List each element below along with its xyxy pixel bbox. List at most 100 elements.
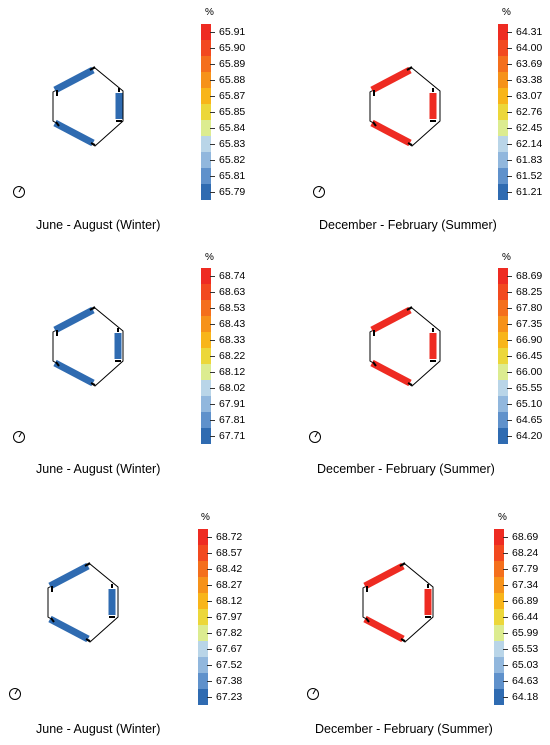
legend-swatch <box>498 348 508 364</box>
hexagon-plan-diagram <box>369 66 441 147</box>
legend-entry: 68.63 <box>201 284 245 300</box>
legend-entry: 64.18 <box>494 689 538 705</box>
legend-label: 62.14 <box>516 138 543 150</box>
legend-entry: 67.91 <box>201 396 245 412</box>
wall-segment-nw <box>370 66 412 94</box>
legend-swatch <box>201 168 211 184</box>
wall-segment-nw <box>48 562 90 590</box>
legend-swatch <box>494 673 504 689</box>
legend-swatch <box>201 380 211 396</box>
legend-entry: 65.88 <box>201 72 245 88</box>
legend-label: 67.97 <box>216 611 243 623</box>
wall-segment-sw <box>370 359 412 387</box>
legend-swatch <box>201 152 211 168</box>
legend-entry: 68.27 <box>198 577 242 593</box>
legend-entry: 65.82 <box>201 152 245 168</box>
legend-swatch <box>201 104 211 120</box>
legend-tick <box>503 632 508 634</box>
legend-label: 68.25 <box>516 286 543 298</box>
legend-swatch <box>498 396 508 412</box>
legend-swatch <box>201 348 211 364</box>
legend-tick <box>507 175 512 177</box>
legend-tick <box>507 339 512 341</box>
legend-label: 68.74 <box>219 270 246 282</box>
legend-label: 67.80 <box>516 302 543 314</box>
legend-tick <box>507 403 512 405</box>
legend-tick <box>210 111 215 113</box>
legend-swatch <box>498 332 508 348</box>
legend-entry: 67.80 <box>498 300 542 316</box>
legend-entry: 66.45 <box>498 348 542 364</box>
legend-entry: 68.33 <box>201 332 245 348</box>
legend-label: 67.82 <box>216 627 243 639</box>
legend-tick <box>210 191 215 193</box>
panel-caption: December - February (Summer) <box>319 218 497 232</box>
legend-tick <box>210 63 215 65</box>
hexagon-plan-diagram <box>47 562 119 643</box>
legend-label: 64.63 <box>512 675 539 687</box>
legend-tick <box>507 95 512 97</box>
legend-label: 66.90 <box>516 334 543 346</box>
legend-swatch <box>201 284 211 300</box>
legend-entry: 68.53 <box>201 300 245 316</box>
legend-swatch <box>201 88 211 104</box>
color-legend: 68.69 68.24 67.79 67.34 66.89 66.44 65.99 65.53… <box>494 529 538 705</box>
legend-entry: 65.85 <box>201 104 245 120</box>
legend-tick <box>210 387 215 389</box>
wall-segment-sw <box>48 615 90 643</box>
legend-entry: 67.52 <box>198 657 242 673</box>
legend-entry: 68.12 <box>201 364 245 380</box>
legend-label: 61.83 <box>516 154 543 166</box>
legend-swatch <box>498 184 508 200</box>
wall-segment-nw <box>53 306 95 334</box>
legend-label: 64.18 <box>512 691 539 703</box>
legend-entry: 68.02 <box>201 380 245 396</box>
legend-swatch <box>201 396 211 412</box>
legend-tick <box>210 435 215 437</box>
legend-label: 63.69 <box>516 58 543 70</box>
legend-swatch <box>198 689 208 705</box>
legend-entry: 65.99 <box>494 625 538 641</box>
legend-entry: 67.79 <box>494 561 538 577</box>
legend-tick <box>507 63 512 65</box>
legend-entry: 65.84 <box>201 120 245 136</box>
legend-swatch <box>498 24 508 40</box>
legend-entry: 68.25 <box>498 284 542 300</box>
legend-label: 65.53 <box>512 643 539 655</box>
legend-entry: 68.69 <box>494 529 538 545</box>
legend-label: 65.99 <box>512 627 539 639</box>
legend-swatch <box>201 24 211 40</box>
legend-tick <box>503 568 508 570</box>
legend-tick <box>507 31 512 33</box>
panel-5: % 68.72 68.57 68.42 68.27 68.12 67.97 67.82 67.… <box>0 496 275 744</box>
legend-tick <box>503 584 508 586</box>
legend-label: 67.35 <box>516 318 543 330</box>
legend-entry: 67.71 <box>201 428 245 444</box>
legend-tick <box>507 159 512 161</box>
compass-icon <box>12 185 26 204</box>
wall-segment-sw <box>370 119 412 147</box>
legend-swatch <box>198 609 208 625</box>
legend-tick <box>503 696 508 698</box>
legend-entry: 67.82 <box>198 625 242 641</box>
panel-caption: June - August (Winter) <box>36 218 161 232</box>
legend-label: 68.72 <box>216 531 243 543</box>
legend-swatch <box>498 412 508 428</box>
legend-entry: 67.97 <box>198 609 242 625</box>
legend-label: 64.20 <box>516 430 543 442</box>
legend-swatch <box>498 428 508 444</box>
legend-entry: 67.81 <box>201 412 245 428</box>
legend-entry: 61.52 <box>498 168 542 184</box>
legend-label: 66.00 <box>516 366 543 378</box>
legend-label: 65.84 <box>219 122 246 134</box>
legend-swatch <box>498 56 508 72</box>
legend-label: 62.45 <box>516 122 543 134</box>
legend-entry: 65.79 <box>201 184 245 200</box>
legend-entry: 67.35 <box>498 316 542 332</box>
legend-tick <box>507 275 512 277</box>
legend-swatch <box>494 577 504 593</box>
legend-tick <box>207 616 212 618</box>
color-legend: 68.72 68.57 68.42 68.27 68.12 67.97 67.82 67.67… <box>198 529 242 705</box>
legend-entry: 68.69 <box>498 268 542 284</box>
legend-swatch <box>201 40 211 56</box>
